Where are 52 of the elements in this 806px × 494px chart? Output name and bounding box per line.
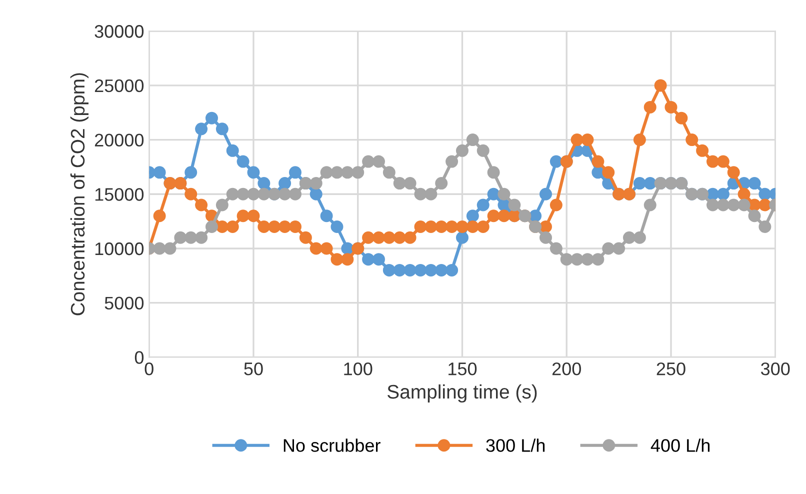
- x-axis-title: Sampling time (s): [387, 384, 537, 403]
- point: [466, 210, 479, 222]
- point: [362, 253, 375, 266]
- x-tick-label: 100: [344, 362, 372, 376]
- point: [476, 198, 490, 212]
- point: [278, 177, 292, 190]
- y-tick-label: 10000: [95, 242, 144, 256]
- point: [424, 264, 438, 276]
- point: [456, 231, 468, 244]
- point: [195, 122, 208, 136]
- point: [330, 220, 344, 233]
- y-tick-label: 15000: [95, 188, 144, 201]
- legend-label: 400 L/h: [650, 438, 710, 452]
- y-tick-label: 25000: [94, 79, 144, 92]
- point: [633, 177, 646, 190]
- point: [393, 264, 406, 276]
- x-tick-label: 0: [144, 362, 154, 376]
- point: [382, 264, 396, 276]
- point: [184, 166, 198, 179]
- point: [153, 166, 166, 179]
- point: [205, 112, 218, 124]
- point: [446, 264, 458, 276]
- x-tick-label: 200: [552, 362, 581, 376]
- point: [716, 188, 730, 200]
- x-tick-label: 250: [656, 362, 686, 376]
- point: [372, 253, 385, 266]
- point: [247, 166, 260, 179]
- point: [539, 188, 552, 200]
- point: [310, 188, 322, 200]
- y-tick-label: 20000: [94, 134, 144, 147]
- y-tick-label: 0: [134, 351, 144, 364]
- point: [550, 155, 562, 168]
- point: [414, 264, 427, 276]
- legend-label: 300 L/h: [486, 438, 545, 452]
- point: [644, 177, 656, 190]
- x-tick-label: 150: [448, 362, 477, 376]
- point: [216, 122, 228, 136]
- point: [320, 210, 333, 222]
- point: [748, 177, 761, 190]
- y-tick-label: 30000: [94, 25, 144, 38]
- x-tick-label: 50: [244, 362, 263, 376]
- x-tick-label: 300: [761, 362, 790, 376]
- y-tick-label: 5000: [104, 296, 144, 310]
- point: [487, 188, 500, 200]
- point: [236, 155, 250, 168]
- point: [258, 177, 270, 190]
- point: [226, 144, 239, 157]
- y-axis-title: Concentration of CO2 (ppm): [70, 73, 88, 316]
- legend-label: No scrubber: [284, 438, 380, 452]
- point: [404, 264, 416, 276]
- point: [288, 166, 302, 179]
- point: [435, 264, 448, 276]
